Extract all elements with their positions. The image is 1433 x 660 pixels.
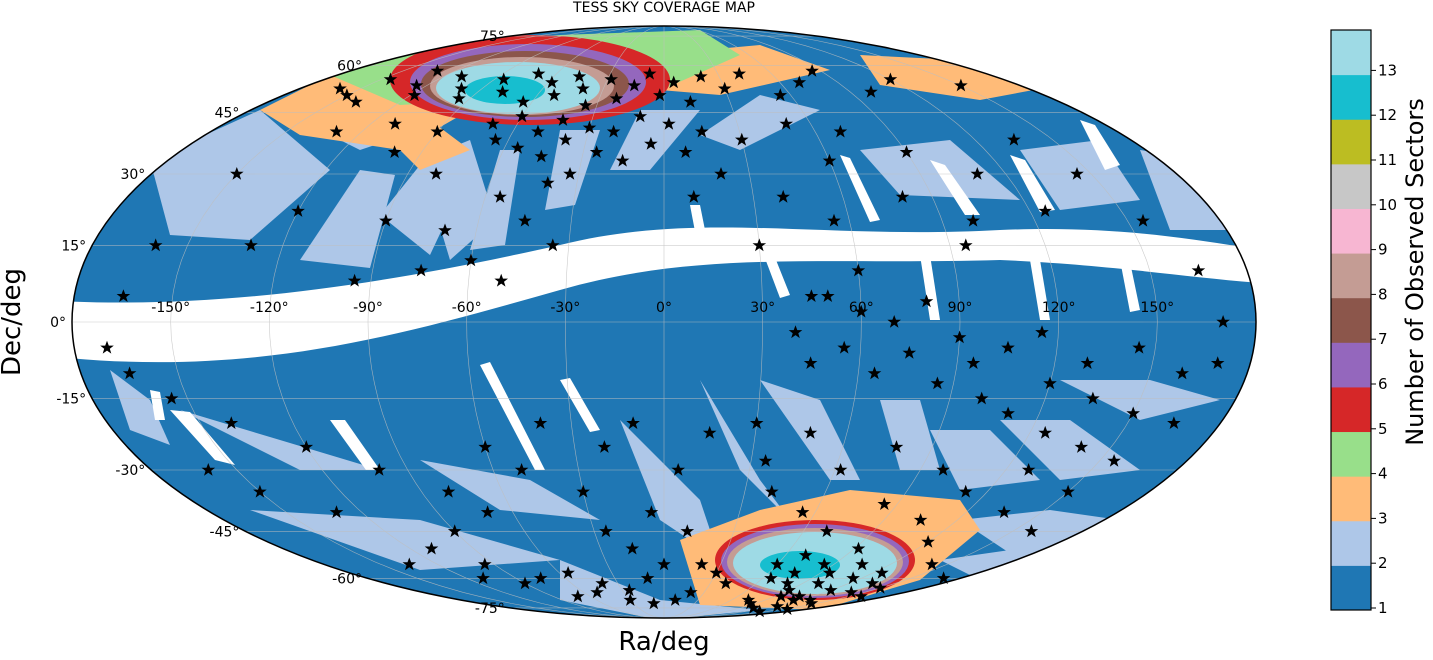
dec-tick-label: 45° (215, 106, 240, 122)
dec-tick-label: -60° (332, 571, 362, 587)
dec-tick-label: 30° (120, 167, 145, 183)
dec-tick-label: -75° (475, 601, 505, 617)
colorbar-swatch (1331, 342, 1371, 388)
colorbar-tick-label: 1 (1378, 599, 1388, 617)
colorbar-tick-label: 6 (1378, 375, 1388, 393)
colorbar-tick-label: 9 (1378, 241, 1388, 259)
colorbar-swatch (1331, 520, 1371, 566)
colorbar-swatch (1331, 565, 1371, 611)
dec-tick-label: 75° (480, 29, 505, 45)
map-boundary (71, 25, 1257, 619)
colorbar-tick-label: 10 (1378, 196, 1397, 214)
ra-tick-label: 60° (849, 300, 874, 316)
north-cvz (390, 35, 670, 125)
ra-tick-label: -120° (250, 300, 289, 316)
x-axis-label: Ra/deg (618, 627, 709, 657)
colorbar-swatch (1331, 163, 1371, 209)
galactic-plane-gap (72, 227, 1256, 363)
colorbar-label: Number of Observed Sectors (1401, 98, 1429, 446)
colorbar-swatch (1331, 253, 1371, 299)
sector-gaps (150, 120, 1140, 470)
ra-tick-label: 0° (656, 300, 672, 316)
colorbar-swatch (1331, 30, 1371, 76)
colorbar-swatch (1331, 476, 1371, 522)
chart-title: TESS SKY COVERAGE MAP (572, 0, 755, 16)
ra-tick-label: 30° (750, 300, 775, 316)
dec-tick-label: 0° (50, 315, 66, 331)
colorbar-tick-label: 5 (1378, 420, 1388, 438)
dec-tick-label: 15° (61, 238, 86, 254)
colorbar-tick-label: 8 (1378, 285, 1388, 303)
colorbar-outline (1330, 29, 1372, 611)
ra-tick-label: -30° (550, 300, 580, 316)
colorbar-tick-label: 3 (1378, 509, 1388, 527)
ra-tick-label: 150° (1140, 300, 1174, 316)
colorbar-swatch (1331, 208, 1371, 254)
ra-tick-label: -60° (452, 300, 482, 316)
dec-tick-labels: 75° 60° 45° 30° 15° 0° -15° -30° -45° -60° -75° (50, 29, 505, 617)
ra-tick-labels: -150° -120° -90° -60° -30° 0° 30° 60° 90° 120° 150… (151, 300, 1174, 316)
colorbar-tick-label: 7 (1378, 330, 1388, 348)
ra-tick-label: 90° (948, 300, 973, 316)
colorbar-tick-label: 2 (1378, 554, 1388, 572)
ra-tick-label: -90° (353, 300, 383, 316)
colorbar-swatch (1331, 119, 1371, 165)
colorbar-tick-label: 12 (1378, 106, 1397, 124)
colorbar-swatch (1331, 297, 1371, 343)
ra-tick-label: 120° (1042, 300, 1076, 316)
ra-tick-label: -150° (151, 300, 190, 316)
dec-tick-label: -30° (115, 463, 145, 479)
colorbar-swatch (1331, 386, 1371, 433)
y-axis-label: Dec/deg (0, 268, 27, 376)
colorbar-tick-label: 11 (1378, 151, 1397, 169)
colorbar-swatch (1331, 431, 1371, 477)
colorbar-swatch (1331, 74, 1371, 120)
colorbar-tick-label: 13 (1378, 61, 1397, 79)
coverage-bands-north-2 (150, 95, 1230, 268)
colorbar-tick-label: 4 (1378, 465, 1388, 483)
dec-tick-label: -15° (56, 392, 86, 408)
dec-tick-label: -45° (210, 524, 240, 540)
graticule (72, 26, 1256, 618)
dec-tick-label: 60° (337, 59, 362, 75)
